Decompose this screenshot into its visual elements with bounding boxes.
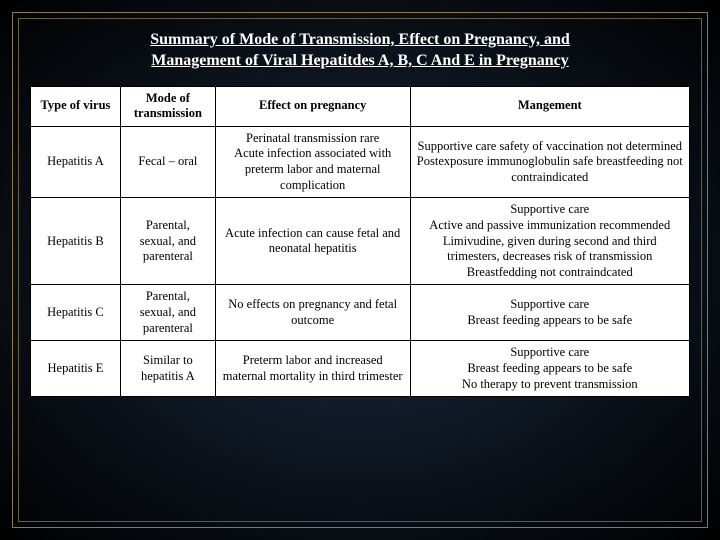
- table-row: Hepatitis B Parental, sexual, and parent…: [31, 198, 690, 285]
- cell-virus: Hepatitis A: [31, 126, 121, 198]
- cell-virus: Hepatitis E: [31, 341, 121, 397]
- col-header-virus: Type of virus: [31, 86, 121, 126]
- col-header-mode: Mode of transmission: [120, 86, 215, 126]
- table-row: Hepatitis C Parental, sexual, and parent…: [31, 285, 690, 341]
- cell-mode: Similar to hepatitis A: [120, 341, 215, 397]
- cell-mode: Parental, sexual, and parenteral: [120, 285, 215, 341]
- table-row: Hepatitis E Similar to hepatitis A Prete…: [31, 341, 690, 397]
- cell-effect: No effects on pregnancy and fetal outcom…: [215, 285, 410, 341]
- hepatitis-summary-table: Type of virus Mode of transmission Effec…: [30, 86, 690, 398]
- cell-mgmt: Supportive careActive and passive immuni…: [410, 198, 689, 285]
- cell-virus: Hepatitis B: [31, 198, 121, 285]
- col-header-mgmt: Mangement: [410, 86, 689, 126]
- slide-title: Summary of Mode of Transmission, Effect …: [0, 0, 720, 86]
- cell-mode: Fecal – oral: [120, 126, 215, 198]
- cell-mgmt: Supportive careBreast feeding appears to…: [410, 341, 689, 397]
- table-header-row: Type of virus Mode of transmission Effec…: [31, 86, 690, 126]
- cell-mgmt: Supportive care safety of vaccination no…: [410, 126, 689, 198]
- cell-effect: Perinatal transmission rareAcute infecti…: [215, 126, 410, 198]
- cell-effect: Acute infection can cause fetal and neon…: [215, 198, 410, 285]
- table-row: Hepatitis A Fecal – oral Perinatal trans…: [31, 126, 690, 198]
- cell-effect: Preterm labor and increased maternal mor…: [215, 341, 410, 397]
- col-header-effect: Effect on pregnancy: [215, 86, 410, 126]
- cell-virus: Hepatitis C: [31, 285, 121, 341]
- cell-mode: Parental, sexual, and parenteral: [120, 198, 215, 285]
- cell-mgmt: Supportive careBreast feeding appears to…: [410, 285, 689, 341]
